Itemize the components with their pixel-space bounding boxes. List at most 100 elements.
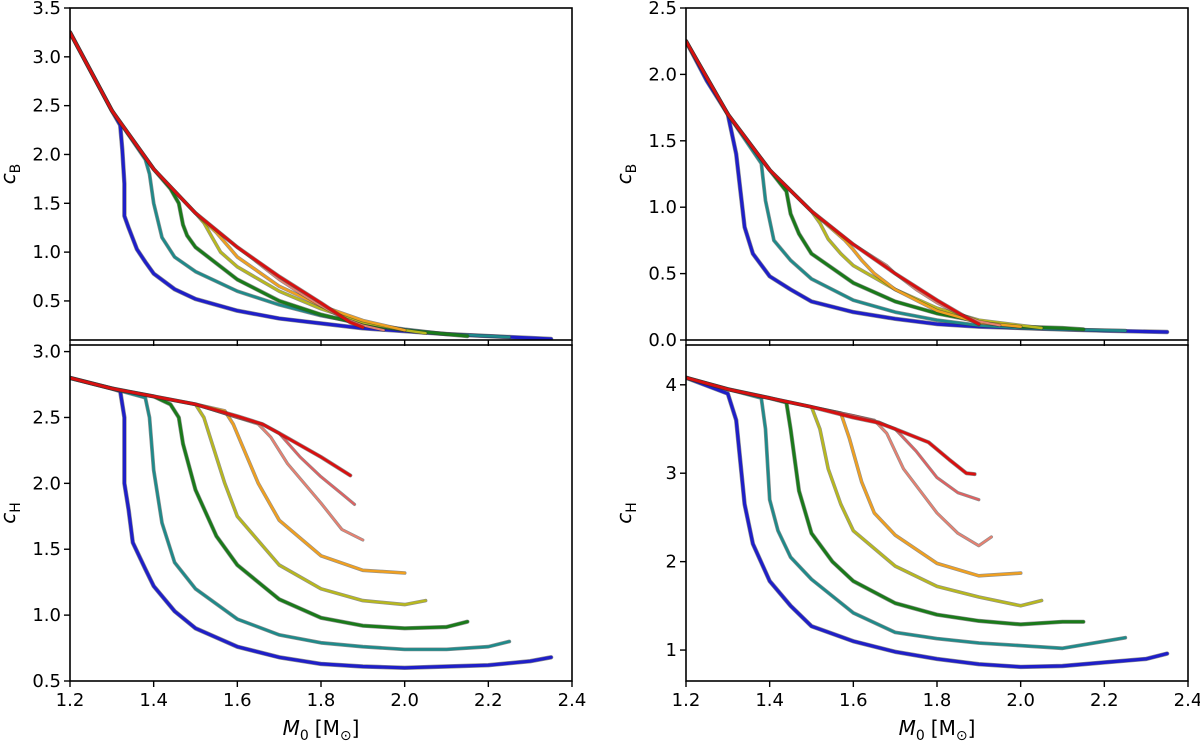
y-tick-label: 0.5 [648,264,677,285]
x-tick-label: 2.4 [1174,690,1200,711]
series-outline-track-orange [70,30,407,333]
x-tick-label: 2.0 [390,690,419,711]
x-tick-label: 1.8 [923,690,952,711]
x-axis-label-unit-sub: ⊙ [340,728,352,744]
y-axis-label-var: c [0,173,20,184]
series-line-track-orange [70,376,406,575]
y-axis-label-sub: H [624,502,640,513]
y-axis-label: cH [612,502,640,524]
x-axis-label-unit: [M [315,716,340,740]
y-tick-label: 3.5 [32,0,61,19]
x-tick-label: 1.2 [56,690,85,711]
x-tick-label: 1.2 [672,690,701,711]
x-axis-label-var: M [899,716,916,740]
series-outline-track-orange [70,376,407,575]
series-line-track-orange [686,376,1022,577]
series-group [686,375,1170,670]
y-axis-label-var: c [0,513,20,524]
y-tick-label: 3.0 [32,342,61,363]
series-line-track-blue [70,376,553,670]
y-tick-label: 2.5 [32,96,61,117]
series-line-track-teal [686,376,1127,650]
series-line-track-salmon [686,40,1001,327]
x-tick-label: 2.2 [1090,690,1119,711]
panel-bottom-right: 1 2 3 4 1.2 1.4 1.6 1.8 2.0 2.2 2.4 cH M0 [M⊙] [612,344,1200,744]
series-line-track-red [686,376,976,476]
x-tick-label: 1.4 [755,690,784,711]
x-tick-label: 1.4 [139,690,168,711]
x-axis-label-unit-sub: ⊙ [956,728,968,744]
x-tick-label: 2.4 [558,690,587,711]
y-axis-label-sub: H [8,502,24,513]
series-group [70,375,554,670]
y-axis-label-var: c [612,173,636,184]
y-axis-label-sub: B [624,164,640,174]
series-line-track-blue [686,376,1169,669]
x-tick-label: 2.2 [474,690,503,711]
y-tick-label: 3.0 [32,47,61,68]
series-outline-track-red [70,375,353,478]
series-line-track-orange [70,31,406,332]
series-line-track-red [70,31,365,329]
series-group [686,39,1170,335]
y-tick-label: 0.5 [32,291,61,312]
series-outline-track-teal [686,39,1128,333]
panel-top-right: 0.0 0.5 1.0 1.5 2.0 2.5 cB [612,0,1189,351]
y-axis-label: cB [612,164,640,185]
y-tick-label: 2.5 [32,407,61,428]
series-outline-track-salmon [686,39,1002,327]
y-tick-label: 2.0 [32,473,61,494]
series-outline-track-green [70,30,470,339]
x-tick-label: 1.8 [307,690,336,711]
x-axis-label: M0 [M⊙] [283,716,360,744]
series-line-track-red [70,376,352,477]
series-line-track-red [686,39,981,326]
y-tick-label: 1 [666,640,677,661]
y-tick-label: 2 [666,552,677,573]
series-outline-track-orange [686,375,1023,578]
x-axis-label-var: M [283,716,300,740]
y-tick-label: 4 [666,375,677,396]
series-line-track-green [70,30,469,338]
y-tick-label: 1.0 [32,605,61,626]
x-axis-label-unit-close: ] [352,716,360,740]
y-tick-label: 1.0 [32,242,61,263]
x-axis-label-unit: [M [931,716,956,740]
series-outline-track-blue [70,30,554,340]
y-tick-label: 1.5 [32,193,61,214]
series-line-track-teal [70,376,511,651]
y-tick-label: 1.0 [648,197,677,218]
x-tick-label: 1.6 [839,690,868,711]
y-tick-label: 2.0 [648,64,677,85]
axes-frame [69,7,573,341]
y-tick-label: 2.5 [648,0,677,19]
series-outline-track-blue [70,375,554,670]
series-outline-track-blue [686,375,1170,670]
series-outline-track-green [686,39,1086,332]
x-axis-label: M0 [M⊙] [899,716,976,744]
y-tick-label: 3 [666,463,677,484]
series-line-track-teal [686,39,1127,333]
y-tick-label: 0.0 [648,330,677,351]
x-tick-label: 1.6 [223,690,252,711]
y-tick-label: 1.5 [32,539,61,560]
series-line-track-blue [70,30,553,340]
series-line-track-blue [686,39,1169,334]
x-axis-label-unit-close: ] [968,716,976,740]
series-line-track-green [686,39,1085,331]
y-tick-label: 2.0 [32,144,61,165]
series-outline-track-blue [686,39,1170,335]
y-axis-label: cB [0,164,24,185]
y-axis-label: cH [0,502,24,524]
x-tick-label: 2.0 [1006,690,1035,711]
panel-bottom-left: 0.5 1.0 1.5 2.0 2.5 3.0 1.2 1.4 1.6 1.8 2.0 2.2 2.4 c… [0,342,586,744]
panel-top-left: 0.5 1.0 1.5 2.0 2.5 3.0 3.5 cB [0,0,573,346]
y-axis-label-sub: B [8,164,24,174]
y-axis-label-var: c [612,513,636,524]
series-outline-track-red [686,39,981,327]
series-group [70,30,554,340]
y-tick-label: 0.5 [32,671,61,692]
x-axis-label-sub: 0 [300,728,309,744]
series-outline-track-teal [70,375,512,652]
